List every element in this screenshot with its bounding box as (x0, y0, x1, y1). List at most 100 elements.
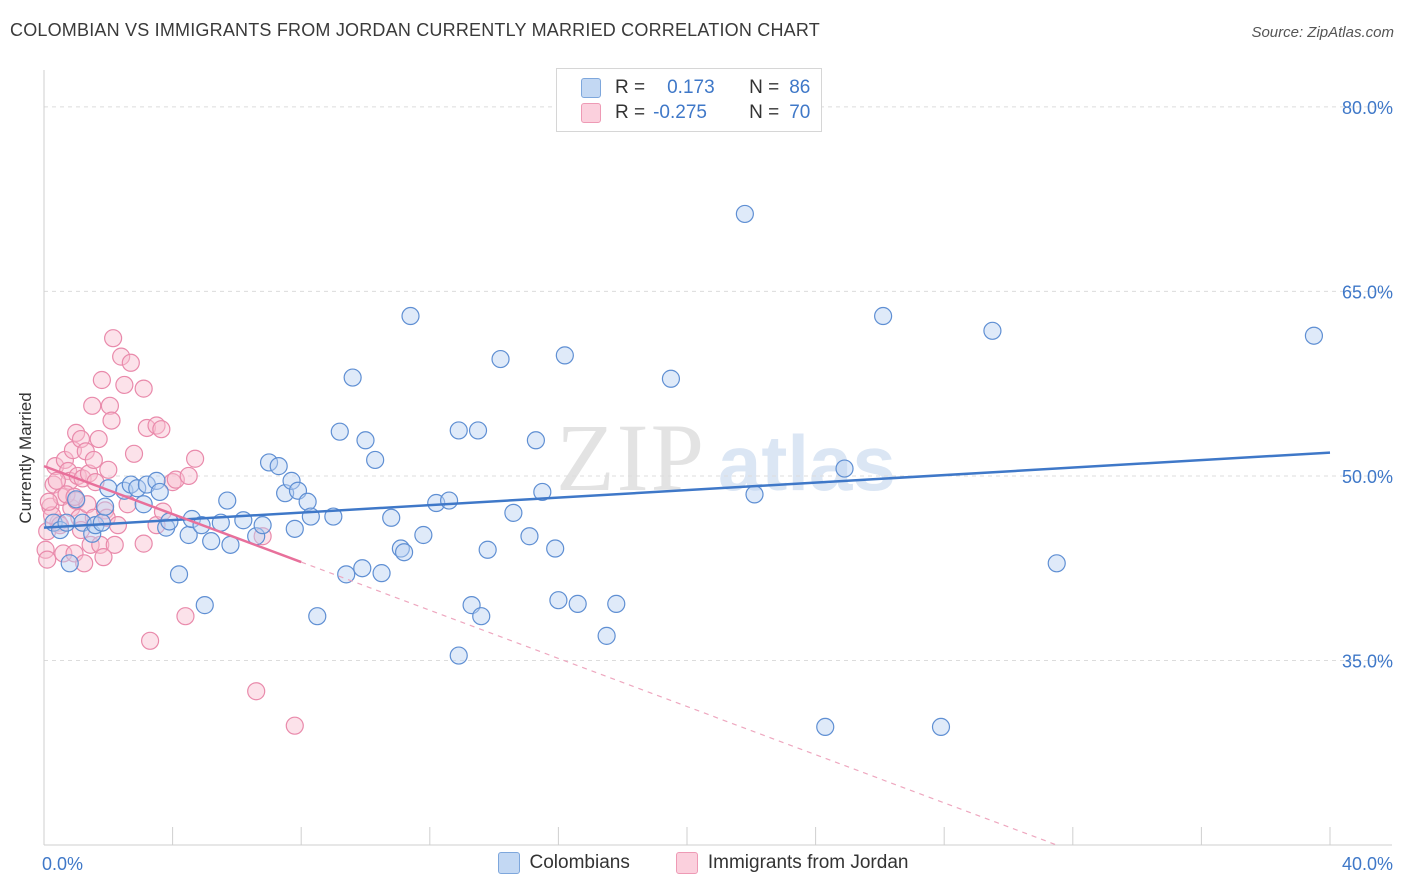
jordan-point (124, 444, 144, 463)
legend-r-value: 0.173 (667, 77, 715, 98)
colombians-point (835, 459, 854, 478)
y-tick-label: 80.0% (1342, 98, 1393, 118)
colombians-point (330, 422, 349, 441)
jordan-trend-line (43, 464, 302, 564)
legend-label-colombians: Colombians (529, 852, 630, 873)
colombians-point (366, 450, 385, 470)
source-label: Source: ZipAtlas.com (1251, 24, 1394, 41)
colombians-point (60, 554, 79, 573)
colombians-point (504, 503, 523, 522)
jordan-point (285, 716, 304, 735)
colombians-point (234, 511, 253, 530)
jordan-point (94, 548, 113, 567)
jordan-point (65, 544, 84, 563)
legend-n-label: N = (749, 77, 780, 98)
colombians-point (353, 559, 372, 578)
legend-swatch-colombians (581, 78, 601, 98)
axes (43, 70, 1392, 846)
legend-label-jordan: Immigrants from Jordan (707, 852, 909, 873)
colombians-point (298, 492, 317, 511)
jordan-point (92, 370, 111, 390)
colombians-point (269, 457, 288, 476)
legend-r-label: R = (615, 102, 646, 123)
colombians-point (282, 471, 301, 490)
colombians-point (128, 479, 147, 498)
colombians-point (449, 646, 468, 665)
jordan-point (247, 682, 266, 701)
jordan-trend-extension (300, 561, 1057, 846)
y-axis-label: Currently Married (16, 392, 35, 524)
x-tick-label: 0.0% (42, 854, 83, 874)
colombians-point (57, 513, 76, 532)
jordan-point (47, 471, 66, 490)
colombians-point (472, 607, 491, 626)
colombians-point (1304, 326, 1324, 345)
colombians-point (169, 565, 189, 584)
colombians-point (372, 564, 391, 583)
jordan-point (176, 607, 195, 626)
colombians-point (568, 594, 587, 613)
legend-item-jordan: Immigrants from Jordan (675, 852, 909, 874)
colombians-point (382, 508, 401, 527)
colombians-point (661, 369, 681, 388)
legend-r-label: R = (615, 77, 646, 98)
colombians-point (983, 321, 1002, 340)
colombians-point (324, 507, 343, 526)
jordan-point (75, 554, 94, 573)
colombians-point (356, 431, 375, 450)
x-tick-label: 40.0% (1342, 854, 1393, 874)
legend-row-colombians: R = 0.173 N = 86 (581, 76, 810, 100)
colombians-point (468, 421, 488, 440)
colombians-point (218, 491, 237, 510)
jordan-point (99, 460, 118, 479)
y-tick-label: 50.0% (1342, 467, 1393, 487)
colombians-point (285, 519, 304, 538)
gridlines (44, 106, 1392, 661)
chart-title: COLOMBIAN VS IMMIGRANTS FROM JORDAN CURR… (10, 20, 820, 40)
colombians-point (202, 532, 221, 551)
jordan-point (134, 534, 153, 553)
colombians-point (597, 626, 616, 645)
legend-n-value: 70 (789, 102, 811, 123)
colombians-point (95, 497, 115, 516)
correlation-legend: R = 0.173 N = 86 R = -0.275 N = 70 (556, 68, 822, 132)
jordan-point (115, 375, 134, 395)
colombians-point (555, 346, 574, 365)
jordan-point (100, 396, 120, 415)
colombians-point (150, 482, 169, 502)
colombians-point (745, 485, 764, 504)
colombians-point (546, 539, 565, 558)
jordan-point (134, 379, 153, 398)
watermark-zip: ZIP (556, 404, 706, 511)
colombians-point (195, 596, 214, 615)
jordan-point (39, 492, 58, 511)
colombians-point (401, 306, 420, 326)
legend-n-value: 86 (789, 77, 811, 98)
jordan-point (89, 429, 108, 449)
watermark-atlas: atlas (718, 419, 896, 507)
colombians-point (414, 525, 433, 545)
legend-row-jordan: R = -0.275 N = 70 (581, 101, 810, 125)
colombians-point (449, 421, 468, 440)
jordan-point (108, 516, 128, 535)
colombians-point (439, 491, 459, 510)
legend-item-colombians: Colombians (497, 852, 630, 874)
jordan-point (104, 329, 123, 348)
jordan-point (105, 535, 124, 554)
jordan-point (102, 411, 121, 430)
colombians-point (67, 490, 86, 509)
jordan-point (112, 347, 131, 366)
jordan-point (179, 466, 198, 486)
jordan-point (121, 353, 140, 372)
colombians-point (874, 306, 893, 326)
legend-swatch-jordan (581, 103, 601, 123)
jordan-point (186, 449, 205, 468)
colombians-point (520, 527, 539, 546)
colombians-point (735, 204, 754, 224)
legend-swatch-jordan (675, 852, 698, 874)
jordan-point (152, 420, 171, 439)
colombians-point (259, 453, 279, 472)
colombians-point (147, 471, 166, 490)
colombians-point (394, 543, 414, 562)
